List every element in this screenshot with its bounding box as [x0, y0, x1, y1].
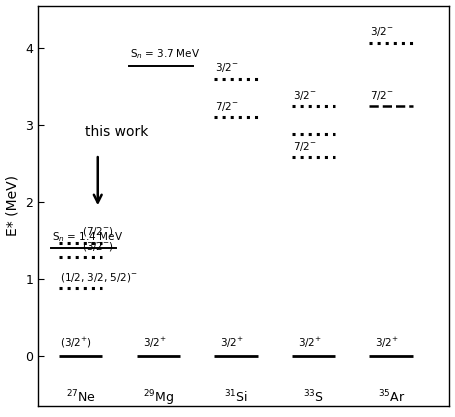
- Text: 7/2$^{-}$: 7/2$^{-}$: [293, 140, 316, 153]
- Text: $^{27}$Ne: $^{27}$Ne: [66, 388, 96, 405]
- Text: $^{31}$Si: $^{31}$Si: [224, 388, 248, 405]
- Text: 3/2$^{+}$: 3/2$^{+}$: [142, 336, 167, 350]
- Text: S$_n$ = 1.4 MeV: S$_n$ = 1.4 MeV: [52, 230, 123, 244]
- Text: 3/2$^{-}$: 3/2$^{-}$: [370, 25, 394, 38]
- Text: 3/2$^{+}$: 3/2$^{+}$: [298, 336, 322, 350]
- Text: 3/2$^{-}$: 3/2$^{-}$: [215, 61, 239, 74]
- Text: (3/2$^{+}$): (3/2$^{+}$): [60, 336, 91, 350]
- Text: 3/2$^{+}$: 3/2$^{+}$: [375, 336, 399, 350]
- Text: 7/2$^{-}$: 7/2$^{-}$: [370, 89, 394, 102]
- Text: 7/2$^{-}$: 7/2$^{-}$: [215, 100, 239, 113]
- Text: (3/2$^{-}$): (3/2$^{-}$): [82, 240, 114, 253]
- Text: $^{33}$S: $^{33}$S: [303, 388, 324, 405]
- Text: 3/2$^{-}$: 3/2$^{-}$: [293, 89, 316, 102]
- Y-axis label: E* (MeV): E* (MeV): [5, 175, 20, 236]
- Text: S$_n$ = 3.7 MeV: S$_n$ = 3.7 MeV: [130, 47, 200, 61]
- Text: $^{29}$Mg: $^{29}$Mg: [143, 388, 174, 408]
- Text: (7/2$^{-}$): (7/2$^{-}$): [82, 225, 114, 238]
- Text: 3/2$^{+}$: 3/2$^{+}$: [220, 336, 244, 350]
- Text: (1/2, 3/2, 5/2)$^{-}$: (1/2, 3/2, 5/2)$^{-}$: [60, 271, 137, 284]
- Text: $^{35}$Ar: $^{35}$Ar: [378, 388, 405, 405]
- Text: this work: this work: [85, 125, 148, 139]
